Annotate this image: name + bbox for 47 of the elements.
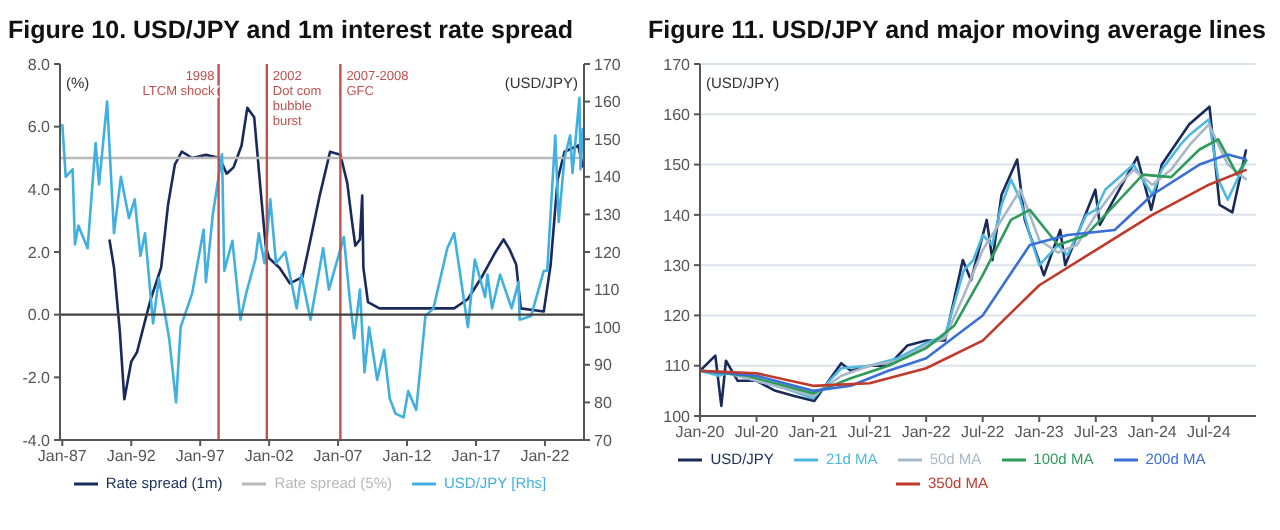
x-tick-label: Jan-02 <box>244 447 295 466</box>
chart-title: Figure 10. USD/JPY and 1m interest rate spread <box>8 14 576 48</box>
y2-tick-label: 130 <box>594 206 622 225</box>
y-tick-label: 170 <box>663 55 692 74</box>
y-tick-label: 0.0 <box>27 306 52 325</box>
x-tick-label: Jan-07 <box>313 447 364 466</box>
y2-tick-label: 120 <box>594 243 622 262</box>
y-tick-label: 8.0 <box>27 55 52 74</box>
x-tick-label: Jan-92 <box>106 447 157 466</box>
x-tick-label: Jan-21 <box>788 423 839 442</box>
y-tick-label: 150 <box>663 156 692 175</box>
y-tick-label: 100 <box>663 407 692 426</box>
y-tick-label: 2.0 <box>27 243 52 262</box>
y-tick-label: -4.0 <box>22 431 52 450</box>
y2-tick-label: 110 <box>594 281 621 300</box>
y-tick-label: 6.0 <box>27 118 52 137</box>
y2-tick-label: 140 <box>594 168 622 187</box>
y-tick-label: 130 <box>663 256 692 275</box>
y-tick-label: 140 <box>663 206 692 225</box>
x-tick-label: Jan-87 <box>37 447 88 466</box>
y2-tick-label: 170 <box>594 55 622 74</box>
y-tick-label: 120 <box>663 307 692 326</box>
x-tick-label: Jan-20 <box>675 423 726 442</box>
x-tick-label: Jan-23 <box>1014 423 1065 442</box>
y2-tick-label: 100 <box>594 318 622 337</box>
line-series <box>61 96 584 419</box>
y2-tick-label: 160 <box>594 93 622 112</box>
x-tick-label: Jul-20 <box>734 423 780 442</box>
x-tick-label: Jan-12 <box>382 447 433 466</box>
x-tick-label: Jul-24 <box>1187 423 1232 442</box>
x-tick-label: Jul-21 <box>847 423 893 442</box>
y-tick-label: -2.0 <box>22 369 52 388</box>
y2-tick-label: 150 <box>594 130 622 149</box>
y-tick-label: 110 <box>664 357 692 376</box>
y-tick-label: 160 <box>663 105 692 124</box>
x-tick-label: Jan-22 <box>520 447 571 466</box>
x-tick-label: Jan-97 <box>175 447 226 466</box>
y2-tick-label: 80 <box>594 394 613 413</box>
x-tick-label: Jan-24 <box>1127 423 1178 442</box>
chart-title: Figure 11. USD/JPY and major moving average lines <box>648 14 1268 48</box>
x-tick-label: Jan-22 <box>901 423 952 442</box>
y2-tick-label: 70 <box>594 431 613 450</box>
x-tick-label: Jan-17 <box>451 447 502 466</box>
x-tick-label: Jul-22 <box>960 423 1006 442</box>
y-tick-label: 4.0 <box>27 181 52 200</box>
y2-tick-label: 90 <box>594 356 613 375</box>
x-tick-label: Jul-23 <box>1074 423 1119 442</box>
